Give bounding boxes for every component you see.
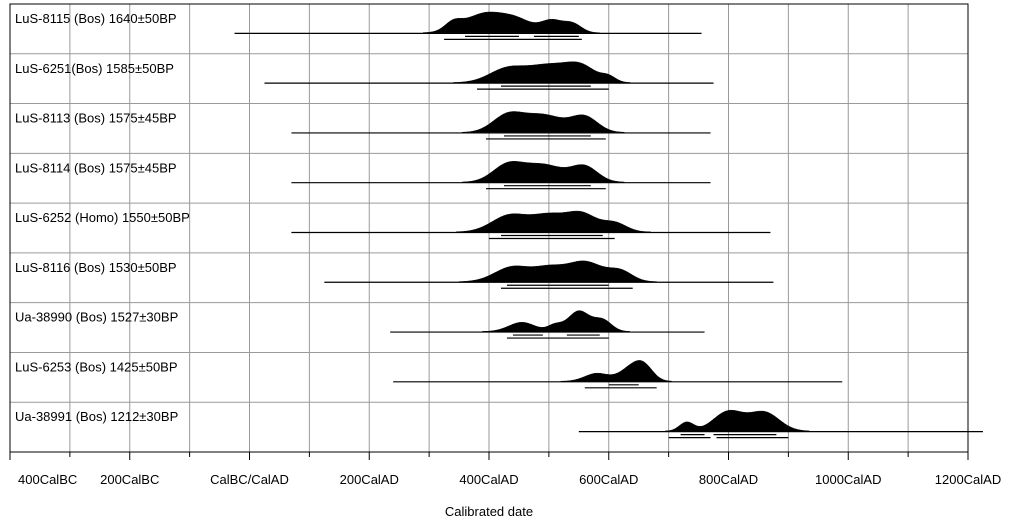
- tick-label: 600CalAD: [579, 472, 638, 487]
- probability-distribution: [461, 161, 625, 183]
- sample-row: LuS-8115 (Bos) 1640±50BP: [15, 11, 702, 40]
- sample-row: LuS-8116 (Bos) 1530±50BP: [15, 260, 774, 289]
- probability-distribution: [458, 260, 657, 283]
- tick-label: 400CalAD: [459, 472, 518, 487]
- sample-label: LuS-6251(Bos) 1585±50BP: [15, 61, 174, 76]
- probability-distribution: [422, 11, 601, 34]
- sample-row: LuS-6252 (Homo) 1550±50BP: [15, 210, 771, 240]
- probability-distribution: [455, 210, 651, 233]
- sample-row: Ua-38991 (Bos) 1212±30BP: [15, 409, 983, 439]
- tick-label: CalBC/CalAD: [210, 472, 289, 487]
- sample-label: LuS-6253 (Bos) 1425±50BP: [15, 359, 178, 374]
- probability-distribution: [461, 111, 625, 133]
- sample-label: Ua-38990 (Bos) 1527±30BP: [15, 310, 178, 325]
- tick-label: 1000CalAD: [815, 472, 882, 487]
- sample-label: LuS-8115 (Bos) 1640±50BP: [15, 11, 177, 26]
- probability-distribution: [482, 310, 630, 332]
- sample-label: LuS-8114 (Bos) 1575±45BP: [15, 160, 177, 175]
- tick-label: 1200CalAD: [935, 472, 1002, 487]
- tick-label: 400CalBC: [18, 472, 77, 487]
- x-axis-label: Calibrated date: [445, 504, 533, 519]
- tick-label: 200CalBC: [100, 472, 159, 487]
- tick-label: 800CalAD: [699, 472, 758, 487]
- sample-label: LuS-6252 (Homo) 1550±50BP: [15, 210, 190, 225]
- sample-label: Ua-38991 (Bos) 1212±30BP: [15, 409, 178, 424]
- tick-label: 200CalAD: [340, 472, 399, 487]
- sample-label: LuS-8113 (Bos) 1575±45BP: [15, 111, 177, 126]
- sample-row: Ua-38990 (Bos) 1527±30BP: [15, 310, 705, 339]
- probability-distribution: [664, 409, 810, 432]
- sample-row: LuS-8113 (Bos) 1575±45BP: [15, 111, 711, 140]
- probability-distribution: [452, 61, 631, 83]
- x-axis-ticks: 400CalBC 200CalBC CalBC/CalAD 200CalAD 400Ca…: [9, 452, 1002, 487]
- sample-row: LuS-6253 (Bos) 1425±50BP: [15, 359, 843, 389]
- sample-row: LuS-8114 (Bos) 1575±45BP: [15, 160, 711, 190]
- sample-rows: LuS-8115 (Bos) 1640±50BP LuS-6251(Bos) 15…: [15, 11, 983, 439]
- sample-row: LuS-6251(Bos) 1585±50BP: [15, 61, 714, 90]
- grid: [10, 4, 968, 452]
- probability-distribution: [560, 360, 672, 382]
- sample-label: LuS-8116 (Bos) 1530±50BP: [15, 260, 177, 275]
